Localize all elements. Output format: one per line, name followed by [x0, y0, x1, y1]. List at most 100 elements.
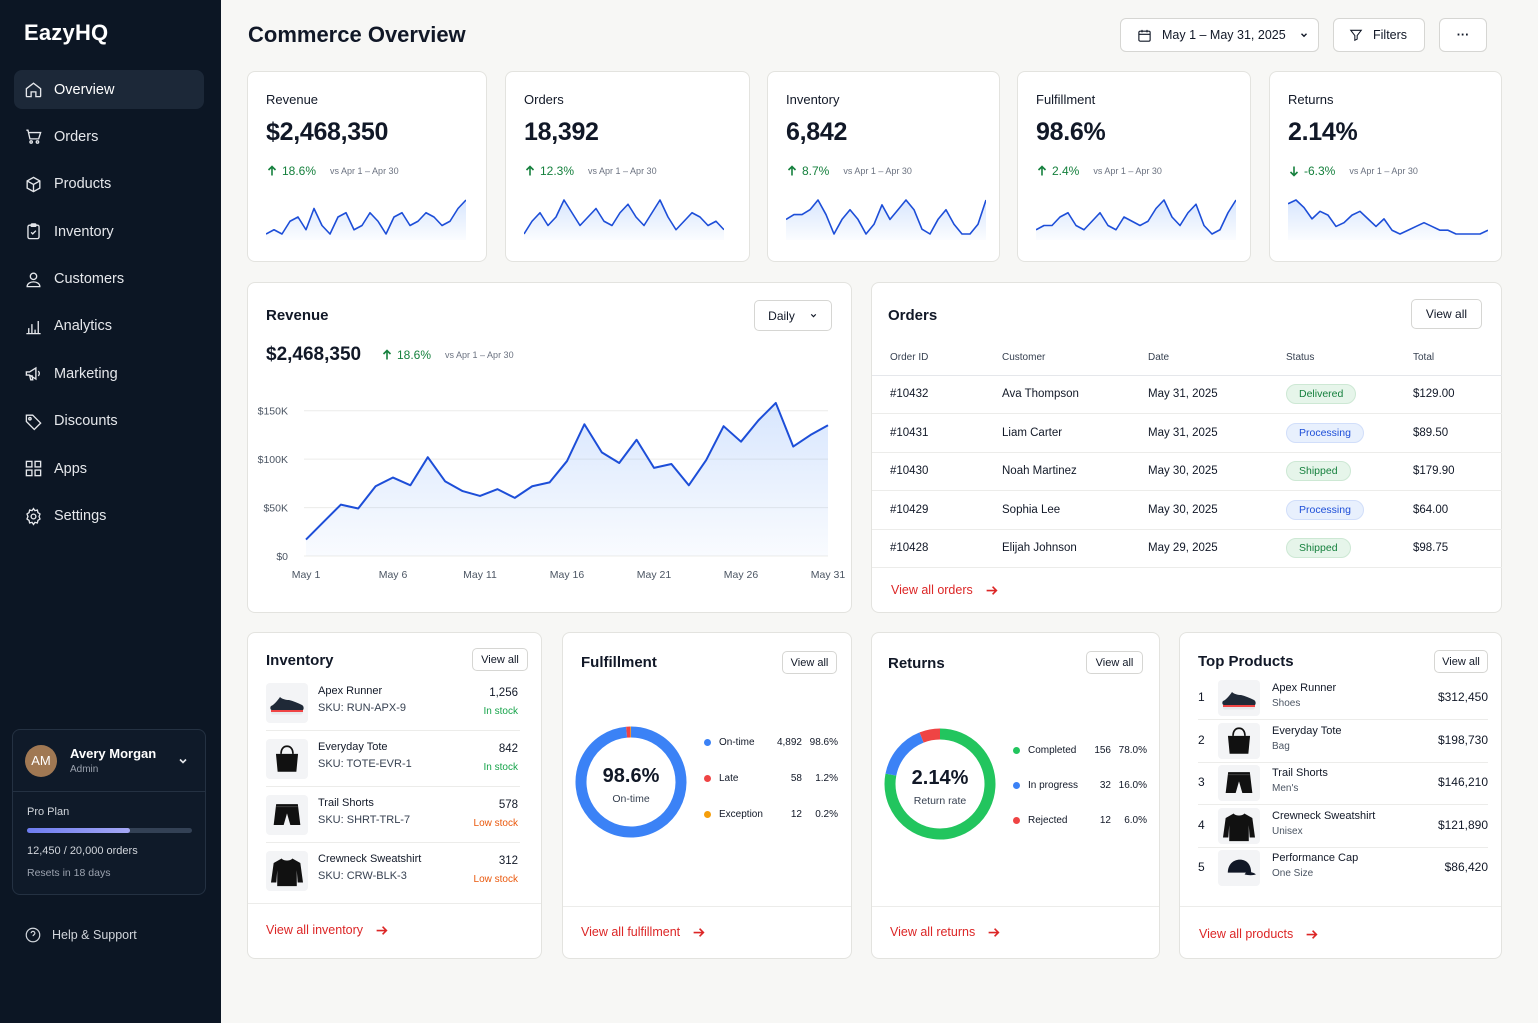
column-header[interactable]: Customer: [1002, 341, 1148, 376]
sidebar-item-discounts[interactable]: Discounts: [14, 402, 204, 441]
table-row[interactable]: #10428 Elijah Johnson May 29, 2025 Shipped $…: [872, 529, 1502, 568]
help-support-link[interactable]: Help & Support: [24, 926, 137, 944]
column-header[interactable]: Status: [1286, 341, 1413, 376]
list-item[interactable]: 4 Crewneck Sweatshirt Unisex $121,890: [1198, 806, 1488, 848]
product-revenue: $146,210: [1437, 775, 1488, 789]
view-all-products-link[interactable]: View all products: [1199, 927, 1318, 941]
list-item[interactable]: 1 Apex Runner Shoes $312,450: [1198, 678, 1488, 720]
kpi-label: Fulfillment: [1036, 92, 1096, 107]
sparkline-line: [524, 199, 724, 235]
arrow-up-icon: [787, 165, 797, 176]
fulfillment-view-all-button[interactable]: View all: [782, 651, 837, 674]
kpi-card-fulfillment[interactable]: Fulfillment 98.6% 2.4% vs Apr 1 – Apr 30: [1017, 71, 1251, 262]
sidebar-item-orders[interactable]: Orders: [14, 117, 204, 156]
sidebar-item-label: Settings: [54, 508, 107, 525]
sidebar-item-analytics[interactable]: Analytics: [14, 307, 204, 346]
sparkline-area: [786, 200, 986, 240]
more-options-button[interactable]: ···: [1439, 18, 1487, 52]
data-point: [738, 439, 744, 445]
period-dropdown[interactable]: Daily: [754, 300, 832, 331]
returns-donut-chart[interactable]: [883, 722, 997, 846]
inventory-card: Inventory View all Apex Runner SKU: RUN-A…: [247, 632, 542, 959]
sidebar-item-marketing[interactable]: Marketing: [14, 354, 204, 393]
kpi-card-returns[interactable]: Returns 2.14% -6.3% vs Apr 1 – Apr 30: [1269, 71, 1502, 262]
total-cell: $89.50: [1413, 413, 1502, 453]
table-row[interactable]: #10429 Sophia Lee May 30, 2025 Processing $6…: [872, 490, 1502, 530]
kpi-change: 2.4% vs Apr 1 – Apr 30: [1036, 164, 1162, 178]
stock-status: Low stock: [473, 818, 518, 829]
x-tick-label: May 21: [637, 569, 672, 581]
data-point: [703, 457, 709, 463]
sidebar-item-settings[interactable]: Settings: [14, 497, 204, 536]
sidebar-item-apps[interactable]: Apps: [14, 449, 204, 488]
filters-button[interactable]: Filters: [1333, 18, 1425, 52]
date-range-picker[interactable]: May 1 – May 31, 2025: [1120, 18, 1319, 52]
stock-status: Low stock: [473, 874, 518, 885]
chevron-down-icon[interactable]: [177, 755, 189, 767]
legend-item: In progress 32 16.0%: [1013, 780, 1147, 791]
orders-table-body: #10432 Ava Thompson May 31, 2025 Delivered $…: [872, 375, 1502, 568]
orders-view-all-button[interactable]: View all: [1411, 299, 1482, 329]
kpi-change: 8.7% vs Apr 1 – Apr 30: [786, 164, 912, 178]
data-point: [581, 421, 587, 427]
sidebar-item-customers[interactable]: Customers: [14, 260, 204, 299]
list-item[interactable]: Crewneck Sweatshirt SKU: CRW-BLK-3 312 Low …: [266, 847, 520, 899]
view-all-fulfillment-link[interactable]: View all fulfillment: [581, 925, 705, 939]
top-products-view-all-button[interactable]: View all: [1434, 650, 1488, 673]
user-profile[interactable]: AM Avery Morgan Admin: [13, 730, 205, 792]
product-category: Bag: [1272, 740, 1290, 752]
returns-view-all-button[interactable]: View all: [1086, 651, 1143, 674]
item-name: Apex Runner: [318, 685, 383, 697]
view-all-inventory-link[interactable]: View all inventory: [266, 923, 388, 937]
revenue-total: $2,468,350: [266, 344, 362, 365]
view-all-returns-link[interactable]: View all returns: [890, 925, 1000, 939]
kpi-change-value: 12.3%: [540, 164, 575, 178]
legend-label: On-time: [719, 737, 755, 748]
revenue-area: [306, 402, 828, 556]
user-account-card[interactable]: AM Avery Morgan Admin Pro Plan 12,450 / …: [12, 729, 206, 895]
sidebar-item-products[interactable]: Products: [14, 165, 204, 204]
kpi-card-orders[interactable]: Orders 18,392 12.3% vs Apr 1 – Apr 30: [505, 71, 750, 262]
sidebar-nav: Overview Orders Products Inventory Custo…: [14, 70, 204, 544]
item-sku: SKU: TOTE-EVR-1: [318, 758, 412, 770]
table-row[interactable]: #10431 Liam Carter May 31, 2025 Processing $…: [872, 413, 1502, 453]
legend-item: Rejected 12 6.0%: [1013, 815, 1147, 826]
kpi-card-revenue[interactable]: Revenue $2,468,350 18.6% vs Apr 1 – Apr …: [247, 71, 487, 262]
column-header[interactable]: Order ID: [872, 341, 1002, 376]
product-name: Performance Cap: [1272, 852, 1359, 864]
revenue-chart-card: Revenue Daily $2,468,350 18.6% vs Apr 1 …: [247, 282, 852, 613]
revenue-area-chart[interactable]: $0 $50K $100K $150K May 1 May 6 May 11 May 16 Ma…: [248, 383, 851, 593]
data-point: [390, 475, 396, 481]
kpi-value: 6,842: [786, 118, 848, 146]
column-header[interactable]: Date: [1148, 341, 1286, 376]
y-tick-label: $150K: [258, 406, 288, 418]
inventory-view-all-button[interactable]: View all: [472, 648, 528, 671]
order-id-cell: #10432: [872, 375, 1002, 414]
sidebar-item-overview[interactable]: Overview: [14, 70, 204, 109]
list-item[interactable]: Trail Shorts SKU: SHRT-TRL-7 578 Low stock: [266, 791, 520, 843]
fulfillment-center-value: 98.6%: [602, 765, 660, 787]
list-item[interactable]: 3 Trail Shorts Men's $146,210: [1198, 763, 1488, 805]
legend-dot: [1013, 747, 1020, 754]
kpi-compare: vs Apr 1 – Apr 30: [1349, 166, 1418, 176]
tote-bag-icon: [266, 739, 308, 779]
x-tick-label: May 26: [724, 569, 759, 581]
list-item[interactable]: Apex Runner SKU: RUN-APX-9 1,256 In stock: [266, 679, 520, 731]
product-revenue: $312,450: [1437, 690, 1488, 704]
kpi-change: 12.3% vs Apr 1 – Apr 30: [524, 164, 657, 178]
table-row[interactable]: #10432 Ava Thompson May 31, 2025 Delivered $…: [872, 375, 1502, 414]
tag-icon: [25, 414, 42, 431]
card-title: Fulfillment: [581, 654, 657, 671]
legend-percent: 16.0%: [1118, 780, 1147, 791]
fulfillment-donut-chart[interactable]: [574, 720, 688, 844]
table-row[interactable]: #10430 Noah Martinez May 30, 2025 Shipped $1…: [872, 452, 1502, 491]
list-item[interactable]: 2 Everyday Tote Bag $198,730: [1198, 721, 1488, 763]
view-all-orders-link[interactable]: View all orders: [891, 583, 998, 597]
sidebar-item-inventory[interactable]: Inventory: [14, 212, 204, 251]
list-item[interactable]: Everyday Tote SKU: TOTE-EVR-1 842 In stock: [266, 735, 520, 787]
column-header[interactable]: Total: [1413, 341, 1502, 376]
kpi-card-inventory[interactable]: Inventory 6,842 8.7% vs Apr 1 – Apr 30: [767, 71, 1000, 262]
user-name: Avery Morgan: [70, 746, 157, 761]
arrow-up-icon: [1037, 165, 1047, 176]
list-item[interactable]: 5 Performance Cap One Size $86,420: [1198, 848, 1488, 890]
